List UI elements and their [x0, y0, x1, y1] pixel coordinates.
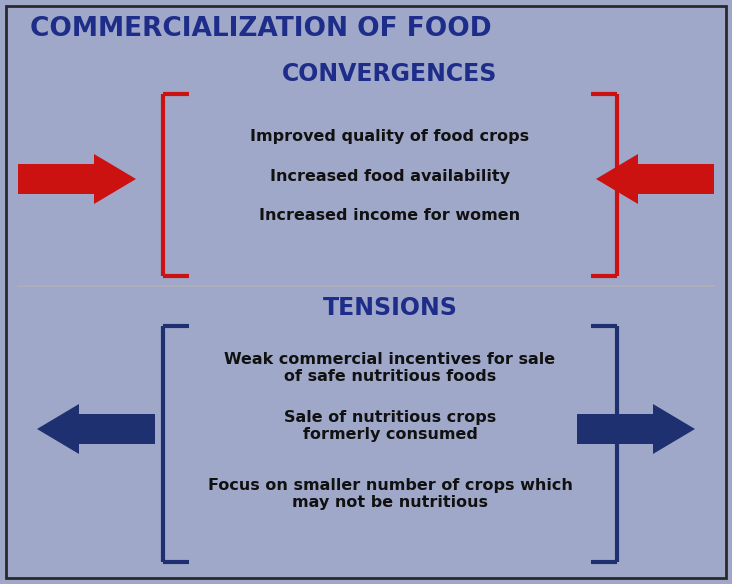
Polygon shape	[18, 154, 136, 204]
Text: Increased food availability: Increased food availability	[270, 169, 510, 183]
Polygon shape	[596, 154, 714, 204]
Text: CONVERGENCES: CONVERGENCES	[283, 62, 498, 86]
Text: TENSIONS: TENSIONS	[323, 296, 458, 320]
Polygon shape	[577, 404, 695, 454]
Text: COMMERCIALIZATION OF FOOD: COMMERCIALIZATION OF FOOD	[30, 16, 492, 42]
Text: Weak commercial incentives for sale
of safe nutritious foods: Weak commercial incentives for sale of s…	[225, 352, 556, 384]
Text: Focus on smaller number of crops which
may not be nutritious: Focus on smaller number of crops which m…	[208, 478, 572, 510]
Polygon shape	[37, 404, 155, 454]
Text: Sale of nutritious crops
formerly consumed: Sale of nutritious crops formerly consum…	[284, 410, 496, 442]
Text: Improved quality of food crops: Improved quality of food crops	[250, 128, 529, 144]
Text: Increased income for women: Increased income for women	[259, 208, 520, 224]
